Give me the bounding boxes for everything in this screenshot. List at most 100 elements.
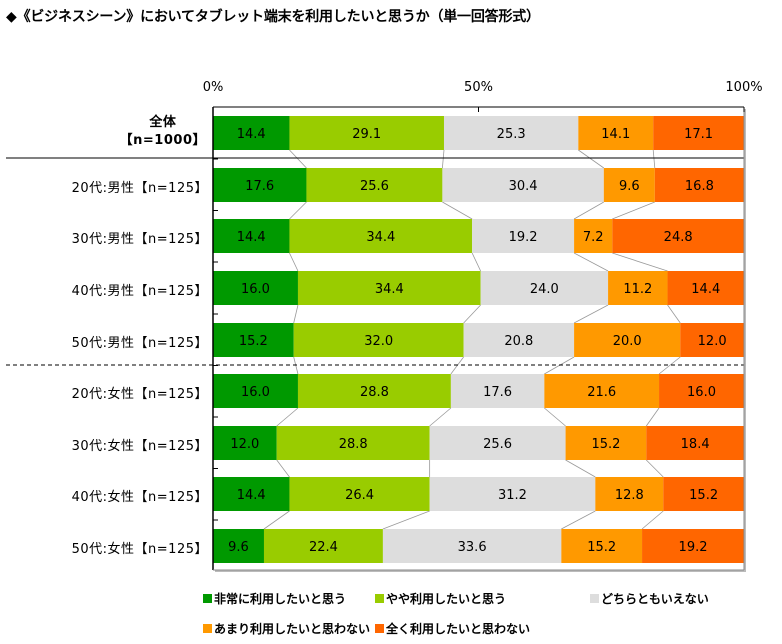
bar-segment xyxy=(213,323,294,357)
bar-value-label: 17.1 xyxy=(684,127,713,142)
connector-line xyxy=(658,356,681,375)
bar-value-label: 17.6 xyxy=(483,385,512,400)
bar-value-label: 17.6 xyxy=(245,179,274,194)
bar-segment xyxy=(561,529,643,563)
bar-segment xyxy=(603,168,655,202)
x-tick-label-100: 100% xyxy=(725,80,763,95)
bar-segment xyxy=(213,374,298,408)
legend-swatch xyxy=(375,594,384,603)
connector-line xyxy=(276,459,290,478)
connector-line xyxy=(289,149,307,169)
bar-segment xyxy=(289,477,430,511)
bar-segment xyxy=(608,271,668,305)
bar-value-label: 14.4 xyxy=(237,488,266,503)
connector-line xyxy=(641,510,664,530)
bar-segment xyxy=(213,219,290,253)
connector-line xyxy=(578,149,605,169)
bar-value-label: 25.6 xyxy=(483,437,512,452)
connector-line xyxy=(573,252,609,272)
connector-line xyxy=(573,201,605,220)
legend-label: どちらともいえない xyxy=(601,592,709,606)
bar-value-label: 29.1 xyxy=(352,127,381,142)
bar-value-label: 9.6 xyxy=(619,179,640,194)
connector-line xyxy=(429,407,452,427)
legend-item: やや利用したいと思う xyxy=(375,590,506,607)
legend-item: あまり利用したいと思わない xyxy=(203,620,370,637)
bar-segment xyxy=(595,477,664,511)
legend-swatch xyxy=(203,594,212,603)
bar-value-label: 15.2 xyxy=(587,540,616,555)
bar-segment xyxy=(472,219,575,253)
legend-item: 全く利用したいと思わない xyxy=(375,620,530,637)
connector-line xyxy=(289,252,299,272)
bar-segment xyxy=(612,219,744,253)
bar-segment xyxy=(654,168,744,202)
bar-value-label: 12.8 xyxy=(615,488,644,503)
connector-line xyxy=(471,252,481,272)
legend-label: 全く利用したいと思わない xyxy=(386,622,531,636)
bar-value-label: 33.6 xyxy=(458,540,487,555)
bar-segment xyxy=(213,477,290,511)
bar-segment xyxy=(574,219,613,253)
bar-segment xyxy=(213,168,307,202)
bar-segment xyxy=(213,271,298,305)
bar-segment xyxy=(480,271,609,305)
category-label: 30代:女性【n=125】 xyxy=(71,439,208,454)
connector-line xyxy=(289,201,307,220)
bar-value-label: 14.4 xyxy=(237,127,266,142)
bar-value-label: 22.4 xyxy=(309,540,338,555)
category-label-total-line2: 【n=1000】 xyxy=(119,133,206,148)
bar-value-label: 7.2 xyxy=(583,230,604,245)
category-label: 40代:男性【n=125】 xyxy=(71,284,208,299)
bar-value-label: 19.2 xyxy=(679,540,708,555)
bar-value-label: 15.2 xyxy=(591,437,620,452)
bar-value-label: 12.0 xyxy=(230,437,259,452)
legend-item: どちらともいえない xyxy=(590,590,709,607)
bar-value-label: 24.8 xyxy=(664,230,693,245)
connector-line xyxy=(561,510,596,530)
category-label: 20代:女性【n=125】 xyxy=(71,387,208,402)
bar-value-label: 34.4 xyxy=(366,230,395,245)
bar-value-label: 31.2 xyxy=(498,488,527,503)
bar-segment xyxy=(544,374,660,408)
connector-line xyxy=(382,510,430,530)
bar-segment xyxy=(213,426,277,460)
category-label: 50代:男性【n=125】 xyxy=(71,336,208,351)
bar-value-label: 14.4 xyxy=(691,282,720,297)
bar-segment xyxy=(429,477,596,511)
bar-value-label: 14.4 xyxy=(237,230,266,245)
bar-value-label: 28.8 xyxy=(339,437,368,452)
bar-segment xyxy=(642,529,744,563)
bar-value-label: 14.1 xyxy=(601,127,630,142)
bar-segment xyxy=(442,168,604,202)
connector-line xyxy=(441,149,445,169)
bar-segment xyxy=(213,529,264,563)
bar-segment xyxy=(680,323,744,357)
bar-segment xyxy=(297,271,481,305)
category-label: 30代:男性【n=125】 xyxy=(71,232,208,247)
connector-line xyxy=(645,407,660,427)
bar-segment xyxy=(578,116,654,150)
legend-swatch xyxy=(203,624,212,633)
connector-line xyxy=(612,201,655,220)
bar-value-label: 21.6 xyxy=(587,385,616,400)
bar-segment xyxy=(463,323,575,357)
bar-segment xyxy=(429,426,566,460)
connector-line xyxy=(293,304,299,324)
bar-value-label: 20.8 xyxy=(504,334,533,349)
bar-value-label: 24.0 xyxy=(530,282,559,297)
connector-line xyxy=(442,201,473,220)
category-label: 40代:女性【n=125】 xyxy=(71,490,208,505)
bar-value-label: 18.4 xyxy=(681,437,710,452)
bar-segment xyxy=(297,374,451,408)
legend-item: 非常に利用したいと思う xyxy=(203,590,346,607)
bar-value-label: 15.2 xyxy=(689,488,718,503)
category-label: 50代:女性【n=125】 xyxy=(71,542,208,557)
connector-line xyxy=(573,304,609,324)
bar-value-label: 19.2 xyxy=(509,230,538,245)
legend-label: あまり利用したいと思わない xyxy=(214,622,371,636)
x-tick-label-0: 0% xyxy=(202,80,224,95)
bar-value-label: 34.4 xyxy=(375,282,404,297)
bar-segment xyxy=(646,426,744,460)
connector-line xyxy=(544,407,566,427)
